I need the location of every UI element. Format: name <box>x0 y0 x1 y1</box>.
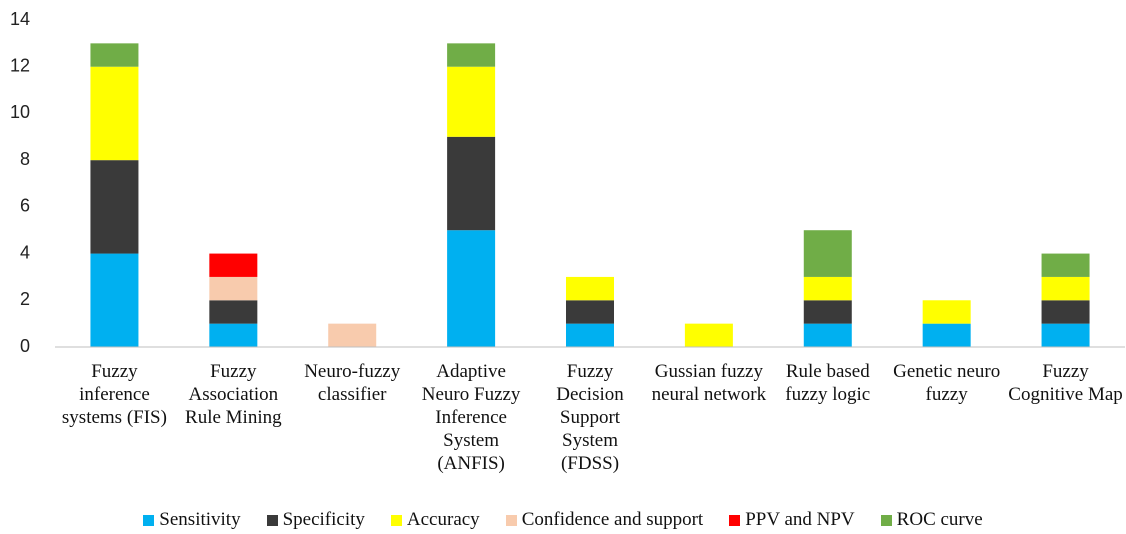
y-tick-label: 10 <box>10 102 30 122</box>
bar-segment <box>90 66 139 161</box>
y-tick-label: 4 <box>20 242 30 262</box>
legend-label: Specificity <box>282 509 365 530</box>
y-tick-label: 0 <box>20 336 30 356</box>
legend-label: Sensitivity <box>159 509 241 530</box>
bar-segment <box>1041 300 1090 324</box>
legend-item: Specificity <box>266 509 365 531</box>
x-tick-label: Genetic neuro fuzzy <box>893 361 1001 405</box>
legend-item: Accuracy <box>390 509 480 531</box>
bar-segment <box>566 323 614 347</box>
x-tick-label: Gussian fuzzy neural network <box>651 361 767 405</box>
bar-segment <box>209 323 258 347</box>
legend-swatch <box>729 514 741 526</box>
y-tick-label: 2 <box>20 289 30 309</box>
bar-segment <box>684 323 733 347</box>
bar-segment <box>922 300 971 324</box>
x-tick-label: Fuzzy Cognitive Map <box>1008 361 1123 405</box>
legend-label: Accuracy <box>406 509 480 530</box>
bar-segment <box>1041 253 1090 277</box>
bar-segment <box>803 323 852 347</box>
legend-swatch <box>880 514 892 526</box>
legend-swatch <box>505 514 517 526</box>
bar-segment <box>90 253 139 347</box>
bar-segment <box>447 230 496 347</box>
x-tick-label: Fuzzy inference systems (FIS) <box>61 361 167 428</box>
bar-segment <box>447 43 496 67</box>
bar-segment <box>328 323 377 347</box>
x-tick-label: Neuro-fuzzy classifier <box>304 361 401 405</box>
bar-segment <box>90 43 139 67</box>
x-tick-label: Rule based fuzzy logic <box>785 361 871 405</box>
legend-item: Confidence and support <box>505 509 704 531</box>
legend-swatch <box>266 514 278 526</box>
y-tick-label: 6 <box>20 196 30 216</box>
legend-item: ROC curve <box>880 509 983 531</box>
bar-segment <box>803 276 852 301</box>
bar-segment <box>566 276 614 301</box>
legend-label: PPV and NPV <box>745 509 855 530</box>
bar-segment <box>1041 323 1090 347</box>
legend-label: Confidence and support <box>521 509 704 530</box>
bar-segment <box>803 300 852 324</box>
legend-swatch <box>390 514 402 526</box>
bar-segment <box>566 300 614 324</box>
y-tick-label: 14 <box>10 9 30 29</box>
y-tick-label: 8 <box>20 149 30 169</box>
bar-segment <box>447 66 496 137</box>
x-tick-label: Fuzzy Decision Support System (FDSS) <box>556 361 624 474</box>
legend: Sensitivity Specificity Accuracy Confidence… <box>0 509 1126 531</box>
bar-segment <box>922 323 971 347</box>
x-tick-label: Adaptive Neuro Fuzzy Inference System (A… <box>421 361 521 474</box>
bar-segment <box>209 300 258 324</box>
bar-segment <box>90 160 139 254</box>
bar-segment <box>1041 276 1090 301</box>
bar-segment <box>447 136 496 231</box>
x-tick-label: Fuzzy Association Rule Mining <box>185 361 282 428</box>
bar-segment <box>209 253 258 277</box>
legend-item: PPV and NPV <box>729 509 855 531</box>
legend-label: ROC curve <box>896 509 983 530</box>
bar-segment <box>209 276 258 301</box>
y-tick-label: 12 <box>10 55 30 75</box>
legend-swatch <box>143 514 155 526</box>
legend-item: Sensitivity <box>143 509 241 531</box>
bar-segment <box>803 230 852 277</box>
